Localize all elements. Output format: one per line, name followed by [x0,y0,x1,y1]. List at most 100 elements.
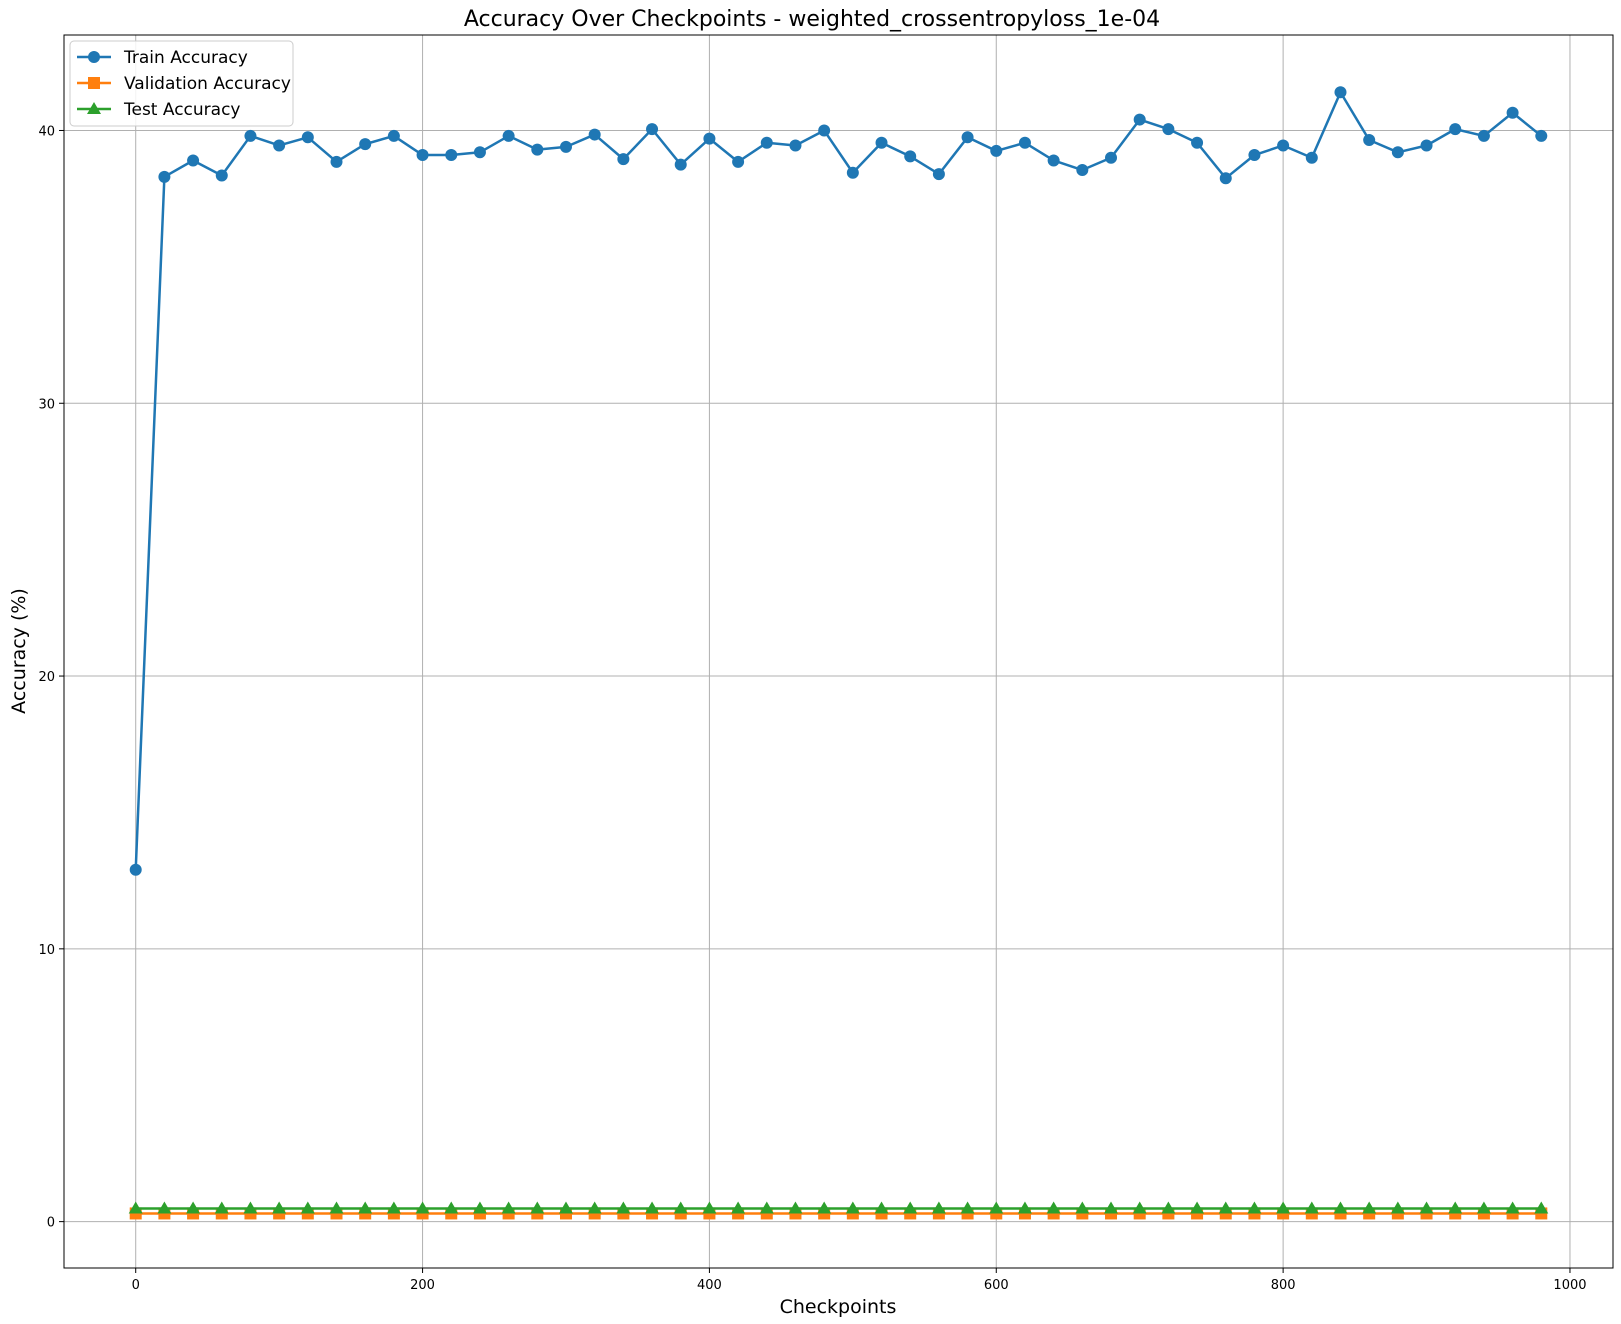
data-point-test-accuracy [1505,1201,1520,1214]
data-point-train-accuracy [760,136,773,149]
data-point-test-accuracy [472,1201,487,1214]
data-point-test-accuracy [960,1201,975,1214]
x-tick-label: 600 [984,1278,1009,1293]
data-point-test-accuracy [1276,1201,1291,1214]
ticks: 0 200 400 600 800 1000 0 10 20 30 40 [38,124,1586,1293]
series-layer [128,86,1549,1220]
legend: Train Accuracy Validation Accuracy Test Ac… [69,40,294,127]
data-point-test-accuracy [530,1201,545,1214]
data-point-train-accuracy [445,149,458,162]
data-point-train-accuracy [1133,113,1146,126]
data-point-train-accuracy [359,138,372,151]
plot-frame [63,34,1614,1269]
x-tick-label: 0 [132,1278,140,1293]
y-tick-label: 30 [38,397,55,412]
data-point-train-accuracy [273,139,286,152]
data-point-test-accuracy [1448,1201,1463,1214]
data-point-test-accuracy [1017,1201,1032,1214]
data-point-test-accuracy [931,1201,946,1214]
legend-marker-validation-accuracy [88,77,100,89]
data-point-test-accuracy [1333,1201,1348,1214]
data-point-train-accuracy [416,149,429,162]
data-point-test-accuracy [444,1201,459,1214]
data-point-train-accuracy [789,139,802,152]
legend-box [69,40,294,127]
data-point-train-accuracy [588,128,601,141]
data-point-train-accuracy [1018,136,1031,149]
data-point-train-accuracy [1363,134,1376,147]
x-axis-label: Checkpoints [780,1296,897,1318]
data-point-train-accuracy [1248,149,1261,162]
data-point-train-accuracy [1305,151,1318,164]
data-point-test-accuracy [157,1201,172,1214]
legend-label-validation-accuracy: Validation Accuracy [124,74,291,94]
data-point-test-accuracy [645,1201,660,1214]
data-point-test-accuracy [616,1201,631,1214]
data-point-test-accuracy [558,1201,573,1214]
data-point-train-accuracy [818,124,831,137]
data-point-test-accuracy [329,1201,344,1214]
data-point-train-accuracy [875,136,888,149]
data-point-train-accuracy [244,129,257,142]
data-point-test-accuracy [1190,1201,1205,1214]
chart-title: Accuracy Over Checkpoints - weighted_cro… [464,7,1160,32]
data-point-test-accuracy [1075,1201,1090,1214]
data-point-train-accuracy [646,123,659,136]
y-tick-label: 0 [47,1216,55,1231]
data-point-test-accuracy [386,1201,401,1214]
data-point-test-accuracy [1390,1201,1405,1214]
data-point-train-accuracy [301,131,314,144]
data-point-train-accuracy [1420,139,1433,152]
data-point-train-accuracy [330,155,343,168]
x-tick-label: 200 [410,1278,435,1293]
data-point-test-accuracy [501,1201,516,1214]
data-point-train-accuracy [473,146,486,159]
data-point-train-accuracy [387,129,400,142]
data-point-test-accuracy [1218,1201,1233,1214]
y-tick-label: 10 [38,943,55,958]
legend-marker-test-accuracy [87,102,101,114]
data-point-train-accuracy [674,158,687,171]
x-tick-label: 1000 [1553,1278,1586,1293]
data-point-train-accuracy [1506,106,1519,119]
data-point-train-accuracy [1191,136,1204,149]
data-point-train-accuracy [187,154,200,167]
data-point-test-accuracy [358,1201,373,1214]
y-tick-label: 40 [38,124,55,139]
data-point-train-accuracy [1076,164,1089,177]
data-point-train-accuracy [932,168,945,181]
data-point-test-accuracy [1362,1201,1377,1214]
data-point-test-accuracy [186,1201,201,1214]
data-point-test-accuracy [1534,1201,1549,1214]
data-point-test-accuracy [300,1201,315,1214]
data-point-test-accuracy [759,1201,774,1214]
data-point-test-accuracy [1161,1201,1176,1214]
data-point-train-accuracy [1449,123,1462,136]
data-point-test-accuracy [587,1201,602,1214]
data-point-train-accuracy [1162,123,1175,136]
data-point-train-accuracy [1105,151,1118,164]
data-point-test-accuracy [1304,1201,1319,1214]
data-point-test-accuracy [214,1201,229,1214]
data-point-train-accuracy [215,169,228,182]
data-point-test-accuracy [272,1201,287,1214]
series-test-accuracy [128,1201,1549,1214]
data-point-train-accuracy [1219,172,1232,185]
data-point-train-accuracy [990,144,1003,157]
data-point-test-accuracy [415,1201,430,1214]
data-point-train-accuracy [559,140,572,153]
data-point-train-accuracy [502,129,515,142]
data-point-test-accuracy [1104,1201,1119,1214]
legend-marker-train-accuracy [88,51,100,63]
legend-label-train-accuracy: Train Accuracy [123,48,248,68]
data-point-test-accuracy [1476,1201,1491,1214]
series-train-accuracy [129,86,1548,876]
grid [64,35,1613,1268]
data-point-train-accuracy [1391,146,1404,159]
data-point-train-accuracy [129,863,142,876]
data-point-test-accuracy [243,1201,258,1214]
data-point-test-accuracy [673,1201,688,1214]
legend-label-test-accuracy: Test Accuracy [123,100,241,120]
data-point-train-accuracy [1334,86,1347,99]
data-point-train-accuracy [732,155,745,168]
